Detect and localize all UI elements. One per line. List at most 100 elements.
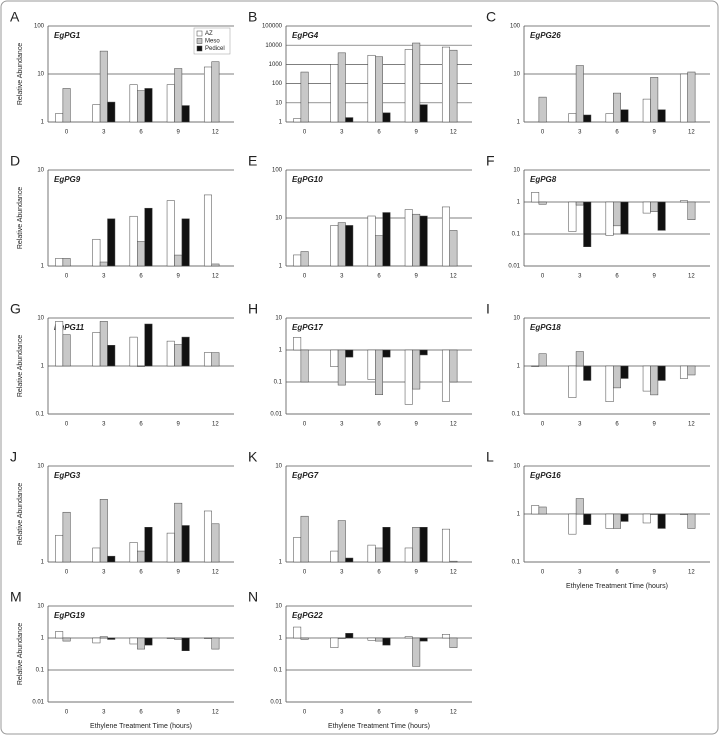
x-tick-label: 9 [177,570,181,576]
x-tick-label: 9 [415,422,419,428]
x-tick-label: 3 [340,570,344,576]
y-tick-label: 10 [37,72,44,78]
y-tick-label: 10 [275,604,282,610]
y-tick-label: 0.01 [508,264,520,270]
gene-name: EgPG4 [292,31,319,40]
bar [679,200,688,203]
y-tick-label: 1 [517,120,521,126]
bar [337,52,346,123]
bar [568,113,577,123]
bar [382,212,391,267]
bar [107,345,116,367]
bar [166,200,175,267]
bar [345,225,354,267]
bar [583,201,592,247]
bar [404,636,413,639]
bar [300,637,309,640]
bar [129,637,138,645]
bar [419,349,428,356]
x-tick-label: 0 [65,570,69,576]
x-tick-label: 6 [139,130,143,136]
legend-label: Meso [205,39,220,45]
bar [107,218,116,267]
panel-letter: F [486,153,495,169]
bar [583,513,592,525]
bar [144,88,153,123]
gene-name: EgPG3 [54,471,81,480]
bar [441,46,450,123]
bar [181,637,190,651]
bar [92,332,101,367]
gene-name: EgPG7 [292,471,319,480]
bar [679,73,688,123]
bar [538,506,547,515]
bar [345,633,354,639]
y-tick-label: 0.01 [270,412,282,418]
bar [92,547,101,563]
bar [55,258,64,267]
bar [382,349,391,358]
x-tick-label: 3 [340,422,344,428]
bar [650,513,659,515]
bar [337,637,346,639]
bar [174,637,183,640]
y-tick-label: 0.1 [512,232,521,238]
y-tick-label: 1 [41,560,45,566]
x-tick-label: 3 [340,274,344,280]
bar [337,520,346,563]
y-tick-label: 10 [275,216,282,222]
bar [107,637,116,640]
y-tick-label: 10 [513,72,520,78]
bar [293,337,302,351]
bar [613,513,621,529]
panel-letter: D [10,153,20,169]
bar [137,637,145,650]
bar [375,547,383,563]
y-tick-label: 0.1 [512,412,521,418]
bar [367,215,376,267]
bar [62,637,71,642]
bar [99,636,108,639]
y-tick-label: 0.01 [32,700,44,706]
bar [404,547,413,563]
bar [367,544,376,563]
x-tick-label: 6 [377,710,381,716]
x-tick-label: 12 [688,130,695,136]
bar [174,502,183,563]
y-tick-label: 100000 [262,24,283,30]
bar [62,258,71,267]
y-tick-label: 10 [37,316,44,322]
gene-name: EgPG9 [54,175,81,184]
bar [538,353,547,367]
x-tick-label: 12 [212,710,219,716]
bar [679,513,688,515]
panel-letter: L [486,449,494,465]
gene-name: EgPG18 [530,323,561,332]
x-tick-label: 6 [377,274,381,280]
x-tick-label: 3 [102,710,106,716]
y-tick-label: 1 [41,264,45,270]
x-tick-label: 9 [177,130,181,136]
x-tick-label: 0 [541,274,545,280]
bar [203,194,212,267]
bar [531,505,540,515]
panel-letter: H [248,301,258,317]
x-tick-label: 3 [102,422,106,428]
x-tick-label: 6 [615,422,619,428]
bar [293,626,302,639]
bar [99,261,108,267]
panel-letter: I [486,301,490,317]
x-tick-label: 9 [653,422,657,428]
bar [203,637,212,639]
panel-letter: K [248,449,258,465]
bar [144,323,153,367]
x-tick-label: 12 [688,422,695,428]
bar [211,263,220,267]
legend-label: Pedicel [205,46,225,52]
x-tick-label: 9 [177,274,181,280]
x-tick-label: 6 [615,570,619,576]
x-tick-label: 3 [102,570,106,576]
bar [92,637,101,644]
bar [144,637,153,646]
